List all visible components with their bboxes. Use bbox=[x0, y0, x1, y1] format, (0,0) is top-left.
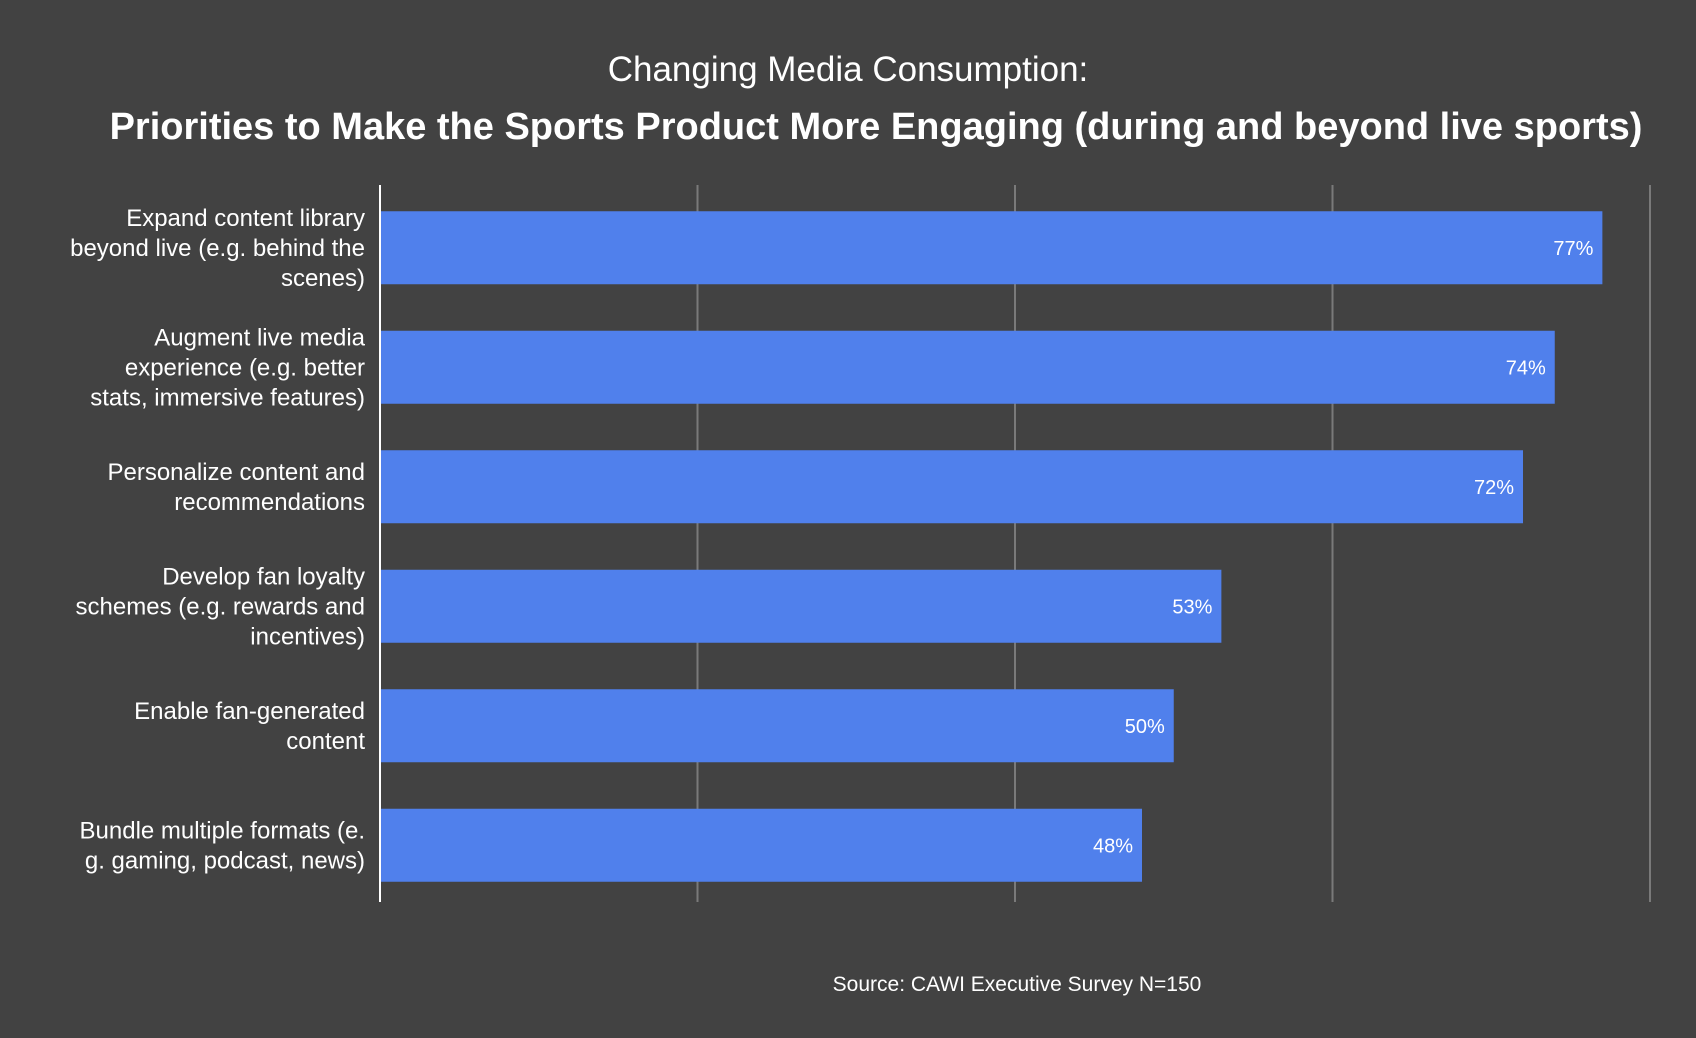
category-label: Personalize content and recommendations bbox=[107, 459, 365, 516]
source-note: Source: CAWI Executive Survey N=150 bbox=[833, 973, 1202, 996]
data-label: 74% bbox=[1506, 357, 1546, 379]
category-label: Expand content library beyond live (e.g. … bbox=[70, 205, 365, 292]
bar bbox=[380, 330, 1555, 404]
category-label: Bundle multiple formats (e. g. gaming, po… bbox=[80, 817, 365, 874]
bar bbox=[380, 450, 1523, 524]
data-label: 77% bbox=[1553, 238, 1593, 260]
bar bbox=[380, 211, 1603, 285]
chart-title: Changing Media Consumption: bbox=[608, 50, 1089, 89]
data-label: 53% bbox=[1172, 596, 1212, 618]
category-label: Augment live media experience (e.g. bette… bbox=[90, 324, 365, 411]
data-label: 72% bbox=[1474, 477, 1514, 499]
bar bbox=[380, 808, 1142, 882]
category-label: Develop fan loyalty schemes (e.g. rewards… bbox=[76, 563, 365, 650]
bar bbox=[380, 569, 1222, 643]
bars bbox=[380, 211, 1603, 882]
bar bbox=[380, 689, 1174, 763]
category-labels: Expand content library beyond live (e.g. … bbox=[70, 205, 366, 875]
data-label: 48% bbox=[1093, 835, 1133, 857]
gridlines bbox=[696, 185, 1651, 902]
category-label: Enable fan-generated content bbox=[134, 698, 365, 755]
value-labels: 77% 74% 72% 53% 50% 48% bbox=[1093, 238, 1594, 858]
chart-subtitle: Priorities to Make the Sports Product Mo… bbox=[110, 106, 1643, 148]
data-label: 50% bbox=[1125, 716, 1165, 738]
